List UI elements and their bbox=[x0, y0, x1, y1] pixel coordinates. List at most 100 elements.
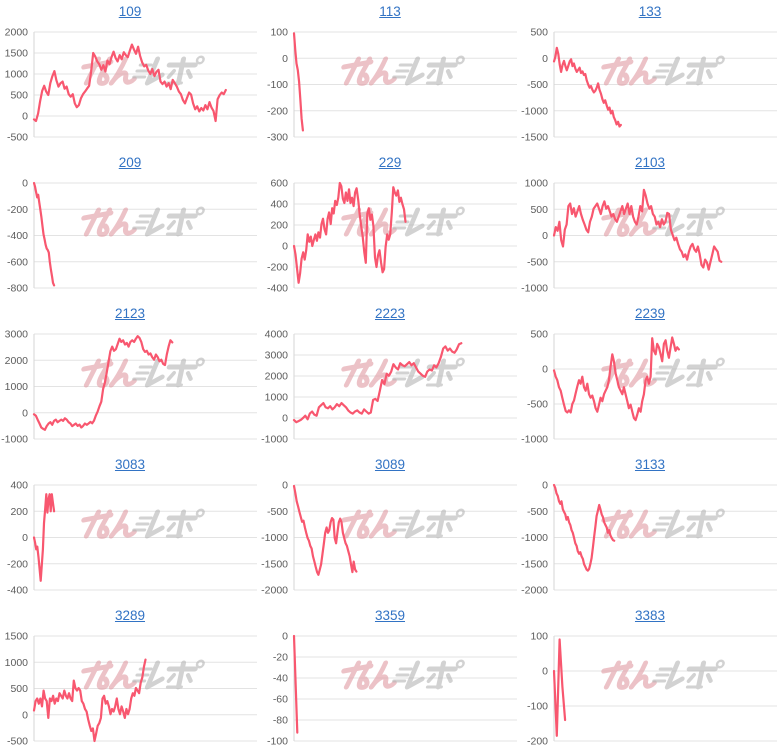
machine-number-link[interactable]: 2123 bbox=[114, 306, 146, 321]
svg-text:-20: -20 bbox=[273, 652, 288, 664]
payout-line-chart: 3000 2000 1000 0 -1000 bbox=[1, 329, 257, 446]
chart-cell: 0 -500 -1000 -1500 -2000 3089 bbox=[260, 453, 520, 604]
y-axis-tick-labels: 1000 500 0 -500 -1000 bbox=[521, 178, 548, 295]
minrepo-watermark-icon bbox=[341, 659, 465, 690]
svg-text:600: 600 bbox=[270, 178, 288, 190]
chart-cell: 1500 1000 500 0 -500 3289 bbox=[0, 604, 260, 755]
gridlines bbox=[294, 484, 517, 591]
chart-cell: 0 -500 -1000 -1500 -2000 3133 bbox=[520, 453, 780, 604]
svg-text:2000: 2000 bbox=[5, 27, 29, 39]
y-axis-tick-labels: 400 200 0 -200 -400 bbox=[7, 480, 28, 597]
gridlines bbox=[294, 333, 517, 440]
y-axis-tick-labels: 1500 1000 500 0 -500 bbox=[5, 631, 29, 748]
svg-text:200: 200 bbox=[10, 506, 28, 518]
svg-text:0: 0 bbox=[282, 631, 288, 643]
svg-text:-1000: -1000 bbox=[261, 434, 288, 446]
machine-number-link[interactable]: 113 bbox=[379, 4, 401, 19]
svg-text:400: 400 bbox=[270, 199, 288, 211]
minrepo-watermark-icon bbox=[81, 659, 205, 690]
payout-series-line bbox=[32, 493, 56, 582]
minrepo-watermark-icon bbox=[601, 206, 725, 237]
y-axis-tick-labels: 0 -500 -1000 -1500 -2000 bbox=[521, 480, 548, 597]
minrepo-watermark-icon bbox=[341, 357, 465, 388]
machine-number-link[interactable]: 3083 bbox=[114, 457, 146, 472]
machine-number-link[interactable]: 2239 bbox=[634, 306, 666, 321]
machine-number-link[interactable]: 209 bbox=[118, 155, 142, 170]
svg-text:-100: -100 bbox=[267, 79, 288, 91]
payout-line-chart: 400 200 0 -200 -400 bbox=[7, 480, 257, 597]
svg-text:-2000: -2000 bbox=[521, 585, 548, 597]
svg-text:3000: 3000 bbox=[265, 350, 289, 362]
svg-text:-800: -800 bbox=[7, 283, 28, 295]
minrepo-watermark-icon bbox=[81, 206, 205, 237]
chart-cell: 500 0 -500 -1000 -1500 133 bbox=[520, 0, 780, 151]
minrepo-watermark-icon bbox=[81, 508, 205, 539]
payout-series-line bbox=[552, 483, 616, 572]
machine-number-link[interactable]: 3133 bbox=[634, 457, 666, 472]
svg-text:-60: -60 bbox=[273, 694, 288, 706]
svg-text:-1000: -1000 bbox=[521, 283, 548, 295]
svg-text:1000: 1000 bbox=[5, 657, 29, 669]
y-axis-tick-labels: 500 0 -500 -1000 bbox=[521, 329, 548, 446]
payout-line-chart: 500 0 -500 -1000 bbox=[521, 329, 777, 446]
svg-text:-500: -500 bbox=[7, 132, 28, 144]
machine-number-link[interactable]: 2103 bbox=[634, 155, 666, 170]
chart-cell: 100 0 -100 -200 3383 bbox=[520, 604, 780, 755]
machine-number-link[interactable]: 229 bbox=[378, 155, 402, 170]
payout-series-line bbox=[32, 43, 227, 123]
svg-text:-2000: -2000 bbox=[261, 585, 288, 597]
svg-text:-1500: -1500 bbox=[261, 558, 288, 570]
svg-text:-1000: -1000 bbox=[261, 532, 288, 544]
svg-text:1500: 1500 bbox=[5, 631, 29, 643]
payout-line-chart: 1500 1000 500 0 -500 bbox=[5, 631, 257, 748]
payout-series-line bbox=[552, 188, 723, 271]
payout-series-line bbox=[292, 342, 463, 424]
payout-line-chart: 0 -20 -40 -60 -80 -100 bbox=[267, 631, 517, 748]
gridlines bbox=[554, 333, 777, 440]
svg-text:-1000: -1000 bbox=[521, 105, 548, 117]
minrepo-watermark-icon bbox=[341, 55, 465, 86]
svg-text:1500: 1500 bbox=[5, 48, 29, 60]
chart-cell: 100 0 -100 -200 -300 113 bbox=[260, 0, 520, 151]
svg-text:500: 500 bbox=[530, 329, 548, 341]
svg-text:4000: 4000 bbox=[265, 329, 289, 341]
svg-text:-500: -500 bbox=[267, 506, 288, 518]
svg-text:-600: -600 bbox=[7, 256, 28, 268]
payout-line-chart: 0 -200 -400 -600 -800 bbox=[7, 178, 257, 295]
payout-line-chart: 500 0 -500 -1000 -1500 bbox=[521, 27, 777, 144]
machine-number-link[interactable]: 133 bbox=[638, 4, 662, 19]
y-axis-tick-labels: 0 -500 -1000 -1500 -2000 bbox=[261, 480, 288, 597]
payout-line-chart: 600 400 200 0 -200 -400 bbox=[267, 178, 517, 295]
machine-number-link[interactable]: 3359 bbox=[374, 608, 406, 623]
gridlines bbox=[34, 333, 257, 440]
machine-number-link[interactable]: 2223 bbox=[374, 306, 406, 321]
machine-number-link[interactable]: 109 bbox=[118, 4, 142, 19]
machine-number-link[interactable]: 3383 bbox=[634, 608, 666, 623]
payout-line-chart: 4000 3000 2000 1000 0 -1000 bbox=[261, 329, 517, 446]
y-axis-tick-labels: 100 0 -100 -200 bbox=[527, 631, 548, 748]
gridlines bbox=[554, 484, 777, 591]
svg-text:0: 0 bbox=[22, 111, 28, 123]
svg-text:-500: -500 bbox=[527, 79, 548, 91]
gridlines bbox=[554, 182, 777, 289]
minrepo-watermark-icon bbox=[601, 659, 725, 690]
svg-text:-300: -300 bbox=[267, 132, 288, 144]
svg-text:-200: -200 bbox=[267, 105, 288, 117]
chart-cell: 0 -20 -40 -60 -80 -100 3359 bbox=[260, 604, 520, 755]
payout-series-line bbox=[292, 181, 407, 284]
machine-number-link[interactable]: 3089 bbox=[374, 457, 406, 472]
y-axis-tick-labels: 2000 1500 1000 500 0 -500 bbox=[5, 27, 29, 144]
svg-text:3000: 3000 bbox=[5, 329, 29, 341]
svg-text:0: 0 bbox=[542, 230, 548, 242]
svg-text:200: 200 bbox=[270, 220, 288, 232]
svg-text:400: 400 bbox=[10, 480, 28, 492]
payout-series-line bbox=[552, 638, 567, 737]
gridlines bbox=[554, 31, 777, 138]
machine-number-link[interactable]: 3289 bbox=[114, 608, 146, 623]
minrepo-watermark-icon bbox=[601, 357, 725, 388]
svg-text:-500: -500 bbox=[527, 256, 548, 268]
svg-text:0: 0 bbox=[282, 53, 288, 65]
svg-text:2000: 2000 bbox=[5, 355, 29, 367]
payout-line-chart: 1000 500 0 -500 -1000 bbox=[521, 178, 777, 295]
